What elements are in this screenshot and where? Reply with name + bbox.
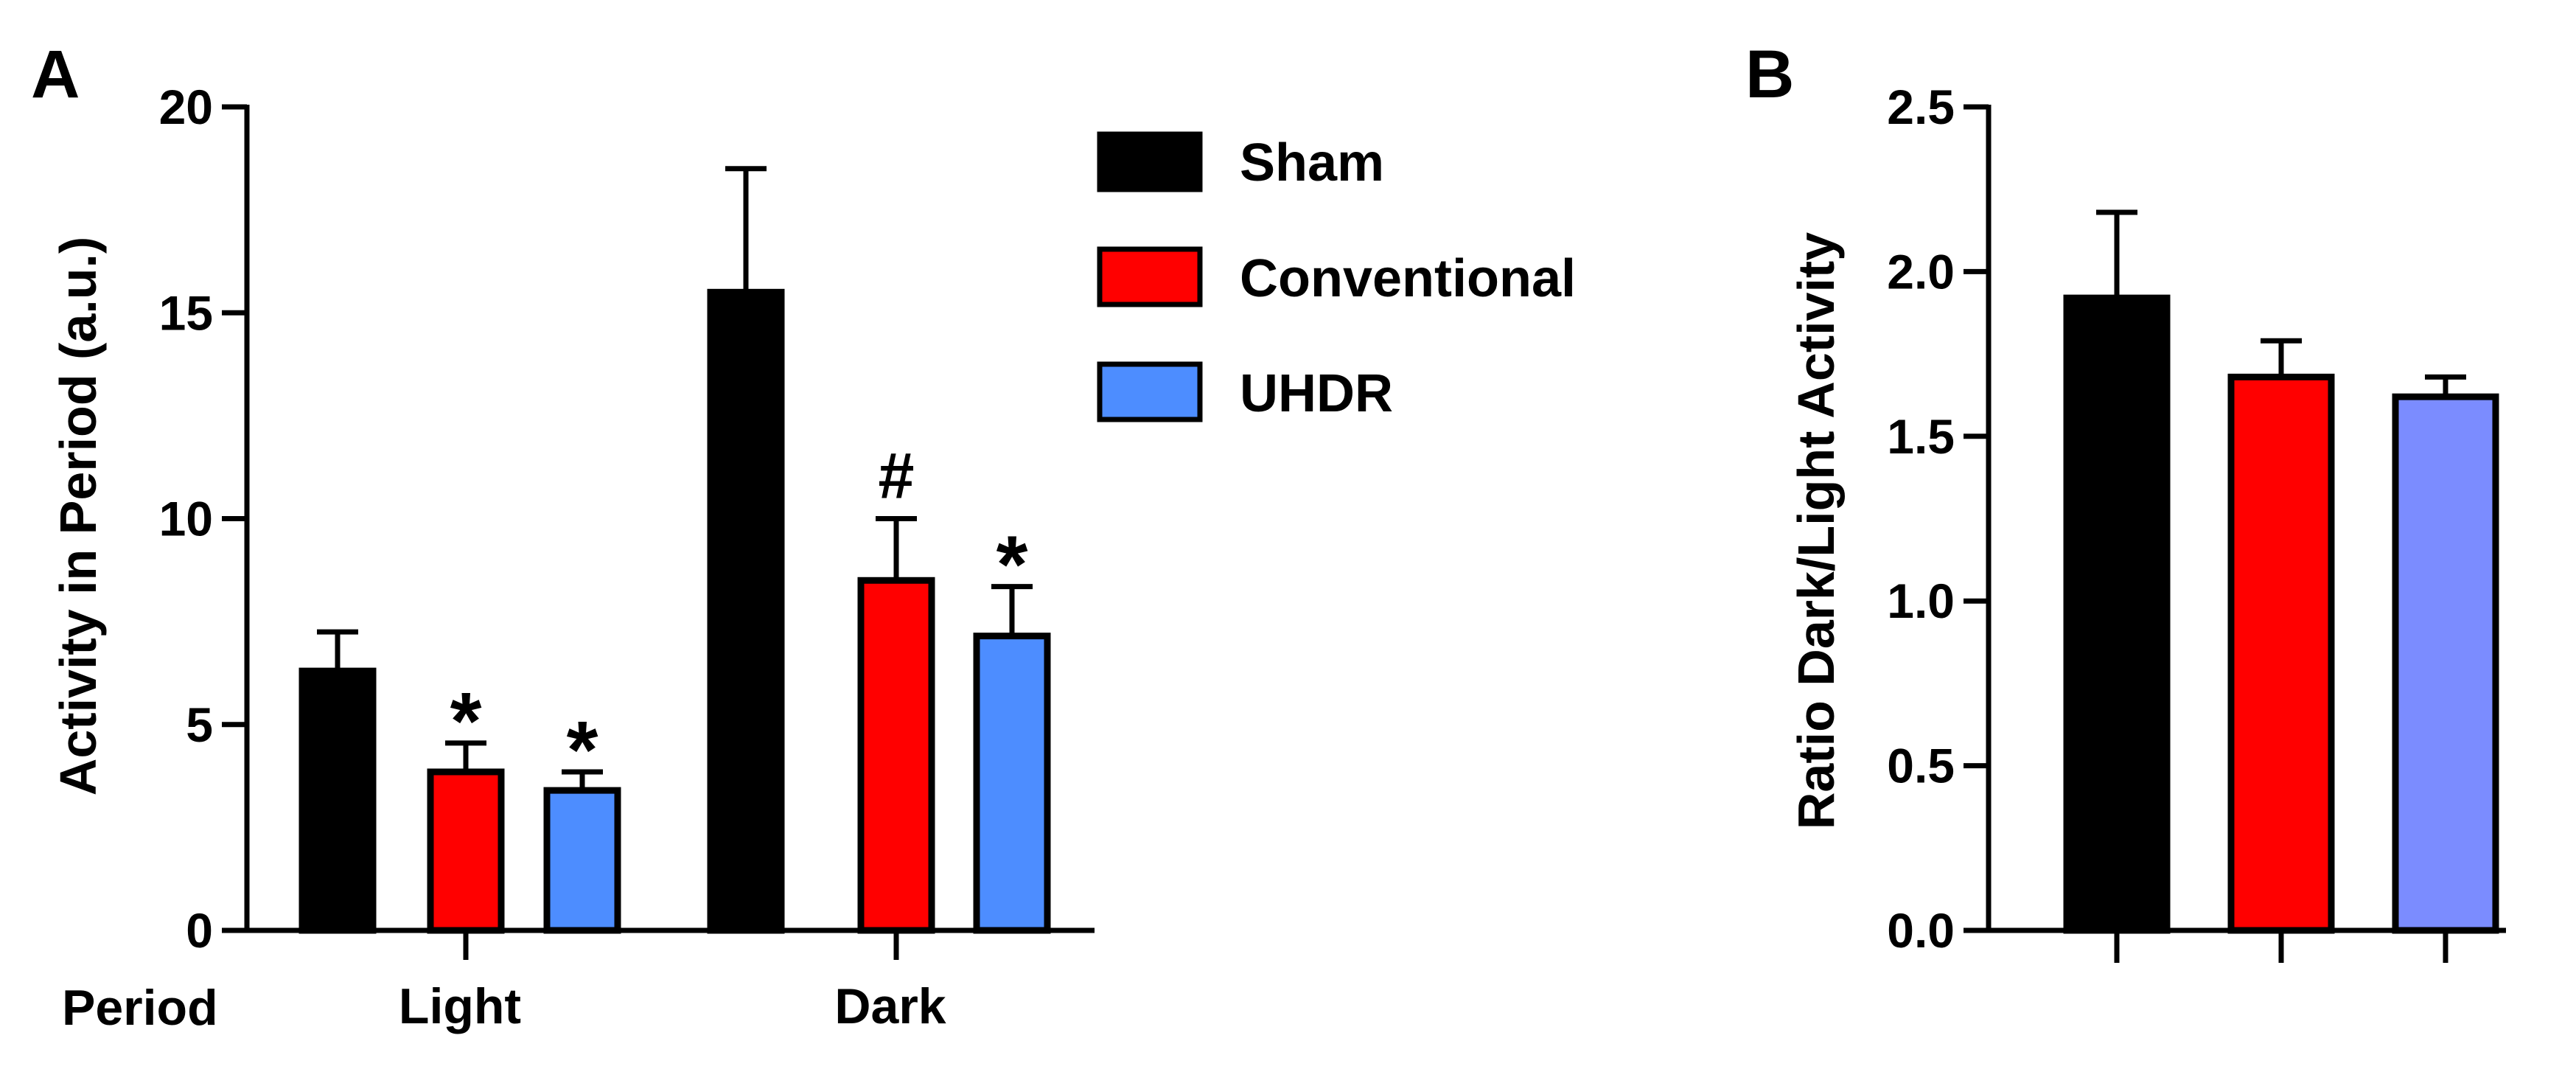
y-tick-label: 1.5 [1887, 409, 1955, 464]
panel-a-y-axis-title: Activity in Period (a.u.) [49, 237, 107, 795]
legend-swatch-uhdr [1097, 361, 1203, 422]
legend-item-sham: Sham [1097, 131, 1384, 192]
ratio-sham-bar [2063, 294, 2171, 934]
panel-a-category-labels: Light Dark [399, 930, 946, 1034]
panel-a: A Activity in Period (a.u.) Period 0 5 10 1… [31, 37, 1576, 1036]
legend-swatch-sham [1097, 131, 1203, 192]
legend-swatch-conventional [1097, 246, 1203, 307]
light-conventional-bar [427, 768, 505, 934]
dark-uhdr-bar [973, 633, 1051, 934]
panel-b-label: B [1745, 37, 1794, 112]
panel-b-bars [2063, 209, 2499, 963]
y-tick-label: 2.5 [1887, 80, 1955, 134]
y-tick-label: 15 [159, 285, 213, 340]
dark-sham-bar [707, 288, 785, 934]
panel-a-period-label: Period [62, 980, 218, 1036]
panel-b-y-axis-title: Ratio Dark/Light Activity [1787, 232, 1845, 829]
x-tick-label: Dark [834, 978, 946, 1034]
y-tick-label: 0.5 [1887, 739, 1955, 793]
light-conventional-significance: * [450, 676, 482, 767]
light-sham-bar [299, 667, 377, 934]
panel-a-bars: * * # * [299, 166, 1051, 934]
y-tick-label: 10 [159, 492, 213, 546]
y-tick-label: 1.0 [1887, 574, 1955, 628]
legend-label-sham: Sham [1240, 133, 1384, 192]
legend-item-conventional: Conventional [1097, 246, 1576, 308]
dark-uhdr-significance: * [996, 520, 1028, 610]
ratio-conventional-bar [2227, 373, 2335, 934]
panel-a-axes: 0 5 10 15 20 [159, 80, 1095, 958]
panel-a-label: A [31, 37, 80, 112]
legend-item-uhdr: UHDR [1097, 361, 1393, 423]
y-tick-label: 5 [186, 697, 213, 752]
y-tick-label: 2.0 [1887, 244, 1955, 299]
y-tick-label: 0 [186, 903, 213, 958]
legend: Sham Conventional UHDR [1097, 131, 1576, 423]
x-tick-label: Light [399, 978, 521, 1034]
y-tick-label: 20 [159, 80, 213, 134]
light-uhdr-bar [543, 787, 621, 934]
legend-label-conventional: Conventional [1240, 249, 1576, 308]
ratio-uhdr-bar [2392, 393, 2499, 934]
dark-conventional-bar [857, 577, 935, 934]
light-uhdr-significance: * [567, 705, 598, 795]
dark-conventional-significance: # [879, 439, 915, 512]
panel-b: B Ratio Dark/Light Activity 0.0 0.5 1.0 1.5… [1745, 37, 2506, 963]
y-tick-label: 0.0 [1887, 903, 1955, 958]
legend-label-uhdr: UHDR [1240, 364, 1393, 423]
